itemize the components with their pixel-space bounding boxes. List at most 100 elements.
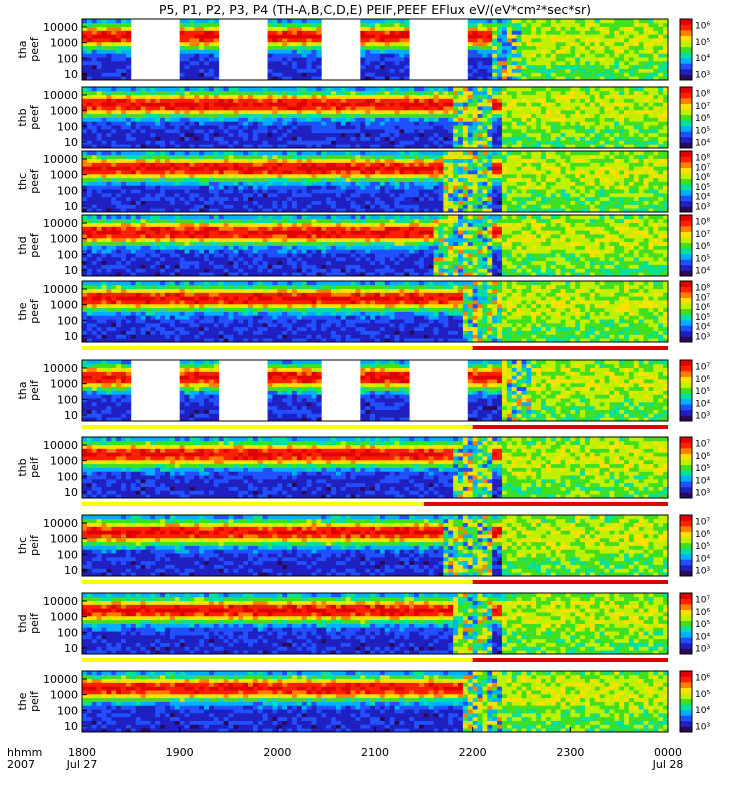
spectrogram-cell <box>345 192 351 198</box>
spectrogram-cell <box>82 173 88 179</box>
spectrogram-cell <box>531 22 537 28</box>
spectrogram-cell <box>291 94 298 99</box>
spectrogram-cell <box>91 76 98 81</box>
spectrogram-cell <box>121 60 127 66</box>
spectrogram-cell <box>663 136 669 141</box>
spectrogram-cell <box>531 170 537 175</box>
spectrogram-cell <box>506 162 513 167</box>
spectrogram-cell <box>536 60 542 66</box>
spectrogram-cell <box>531 19 537 24</box>
spectrogram-cell <box>189 128 195 134</box>
spectrogram-cell <box>199 102 205 107</box>
spectrogram-cell <box>287 22 293 28</box>
spectrogram-cell <box>448 158 454 163</box>
spectrogram-cell <box>482 170 488 175</box>
spectrogram-cell <box>399 34 405 39</box>
spectrogram-cell <box>614 22 620 28</box>
spectrogram-cell <box>443 181 449 186</box>
spectrogram-cell <box>82 128 88 134</box>
spectrogram-cell <box>101 196 107 201</box>
spectrogram-cell <box>619 68 625 73</box>
spectrogram-cell <box>267 177 273 182</box>
spectrogram-cell <box>165 181 171 186</box>
spectrogram-cell <box>399 151 405 156</box>
spectrogram-cell <box>555 177 561 182</box>
spectrogram-cell <box>91 53 98 58</box>
spectrogram-cell <box>545 19 552 24</box>
spectrogram-cell <box>218 121 225 126</box>
spectrogram-cell <box>423 128 430 134</box>
spectrogram-cell <box>287 158 293 163</box>
spectrogram-cell <box>86 128 93 134</box>
spectrogram-cell <box>594 200 601 205</box>
spectrogram-cell <box>316 200 322 205</box>
spectrogram-cell <box>287 41 293 47</box>
spectrogram-cell <box>628 87 635 92</box>
spectrogram-cell <box>296 64 303 69</box>
spectrogram-cell <box>506 53 513 58</box>
spectrogram-cell <box>458 158 464 163</box>
spectrogram-cell <box>438 170 444 175</box>
spectrogram-cell <box>121 106 127 111</box>
spectrogram-cell <box>311 72 317 77</box>
spectrogram-cell <box>375 109 381 115</box>
spectrogram-cell <box>584 60 591 66</box>
spectrogram-cell <box>116 90 122 96</box>
spectrogram-cell <box>86 132 93 137</box>
spectrogram-cell <box>575 208 581 213</box>
spectrogram-cell <box>291 41 298 47</box>
spectrogram-cell <box>238 117 244 122</box>
spectrogram-cell <box>101 158 107 163</box>
spectrogram-cells <box>82 151 669 213</box>
spectrogram-cell <box>326 94 332 99</box>
spectrogram-cell <box>238 181 244 186</box>
spectrogram-cell <box>375 185 381 190</box>
spectrogram-cell <box>208 26 215 31</box>
spectrogram-cell <box>340 125 347 130</box>
spectrogram-cell <box>541 102 547 107</box>
spectrogram-cell <box>599 189 605 194</box>
spectrogram-cell <box>516 125 522 130</box>
spectrogram-cell <box>462 109 469 115</box>
spectrogram-cell <box>296 19 303 24</box>
spectrogram-cell <box>91 121 98 126</box>
spectrogram-cell <box>243 132 249 137</box>
spectrogram-cell <box>428 154 434 160</box>
spectrogram-cell <box>448 87 454 92</box>
spectrogram-cell <box>296 185 303 190</box>
spectrogram-cell <box>189 76 195 81</box>
spectrogram-cell <box>560 121 566 126</box>
colorbar-swatch <box>680 30 692 36</box>
spectrogram-cell <box>121 68 127 73</box>
spectrogram-cell <box>301 192 308 198</box>
spectrogram-cell <box>404 94 410 99</box>
colorbar-swatch <box>680 92 692 99</box>
spectrogram-cell <box>536 34 542 39</box>
spectrogram-cell <box>365 117 371 122</box>
spectrogram-cell <box>409 106 415 111</box>
spectrogram-cell <box>521 113 527 118</box>
spectrogram-cell <box>291 57 298 62</box>
spectrogram-cell <box>433 151 439 156</box>
spectrogram-cell <box>487 151 493 156</box>
spectrogram-cell <box>262 128 268 134</box>
spectrogram-cell <box>287 49 293 54</box>
spectrogram-cell <box>555 109 561 115</box>
spectrogram-cell <box>516 181 522 186</box>
spectrogram-cell <box>443 170 449 175</box>
spectrogram-cell <box>531 60 537 66</box>
spectrogram-cell <box>409 128 415 134</box>
spectrogram-cell <box>477 106 483 111</box>
spectrogram-cell <box>277 154 283 160</box>
spectrogram-cell <box>316 87 322 92</box>
spectrogram-cell <box>179 200 185 205</box>
spectrogram-cell <box>86 53 93 58</box>
spectrogram-cell <box>414 162 420 167</box>
spectrogram-cell <box>218 177 225 182</box>
spectrogram-cell <box>580 98 586 103</box>
spectrogram-cell <box>111 41 117 47</box>
spectrogram-cell <box>321 151 327 156</box>
spectrogram-cell <box>370 151 376 156</box>
spectrogram-cell <box>121 22 127 28</box>
spectrogram-cell <box>82 166 88 171</box>
